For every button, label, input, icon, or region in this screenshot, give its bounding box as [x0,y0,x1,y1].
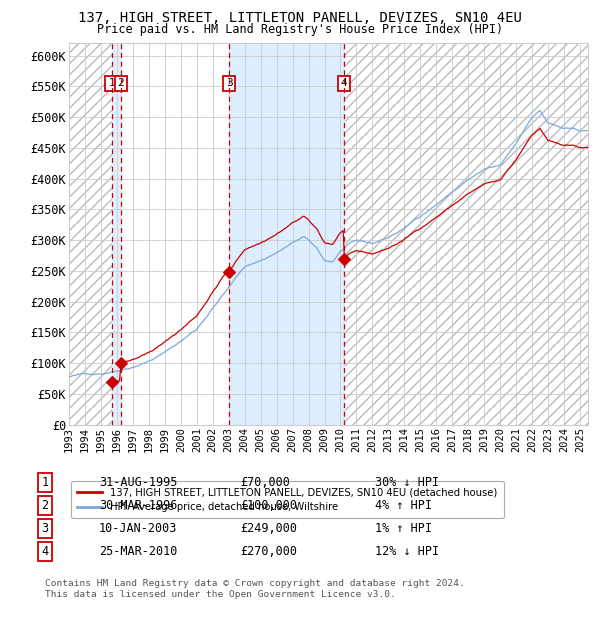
Text: 1: 1 [41,476,49,489]
Text: 4: 4 [41,545,49,557]
Point [107,377,116,387]
Text: 2: 2 [41,499,49,511]
Text: 1: 1 [108,78,115,89]
Text: 4% ↑ HPI: 4% ↑ HPI [375,499,432,511]
Text: 31-AUG-1995: 31-AUG-1995 [99,476,178,489]
Point [224,267,234,277]
Text: 30% ↓ HPI: 30% ↓ HPI [375,476,439,489]
Text: £249,000: £249,000 [240,522,297,534]
Bar [229,43,344,425]
Text: 12% ↓ HPI: 12% ↓ HPI [375,545,439,557]
Text: 2: 2 [118,78,124,89]
Text: £70,000: £70,000 [240,476,290,489]
Text: This data is licensed under the Open Government Licence v3.0.: This data is licensed under the Open Gov… [45,590,396,599]
Bar [112,43,121,425]
Text: £270,000: £270,000 [240,545,297,557]
Text: 3: 3 [41,522,49,534]
Point [116,358,125,368]
Text: 3: 3 [226,78,233,89]
Text: 1% ↑ HPI: 1% ↑ HPI [375,522,432,534]
Text: 10-JAN-2003: 10-JAN-2003 [99,522,178,534]
Text: 25-MAR-2010: 25-MAR-2010 [99,545,178,557]
Text: Contains HM Land Registry data © Crown copyright and database right 2024.: Contains HM Land Registry data © Crown c… [45,578,465,588]
Point [340,254,349,264]
Text: Price paid vs. HM Land Registry's House Price Index (HPI): Price paid vs. HM Land Registry's House … [97,23,503,36]
Text: £100,000: £100,000 [240,499,297,511]
Text: 30-MAR-1996: 30-MAR-1996 [99,499,178,511]
Text: 4: 4 [341,78,347,89]
Text: 137, HIGH STREET, LITTLETON PANELL, DEVIZES, SN10 4EU: 137, HIGH STREET, LITTLETON PANELL, DEVI… [78,11,522,25]
Legend: 137, HIGH STREET, LITTLETON PANELL, DEVIZES, SN10 4EU (detached house), HPI: Ave: 137, HIGH STREET, LITTLETON PANELL, DEVI… [71,481,503,518]
